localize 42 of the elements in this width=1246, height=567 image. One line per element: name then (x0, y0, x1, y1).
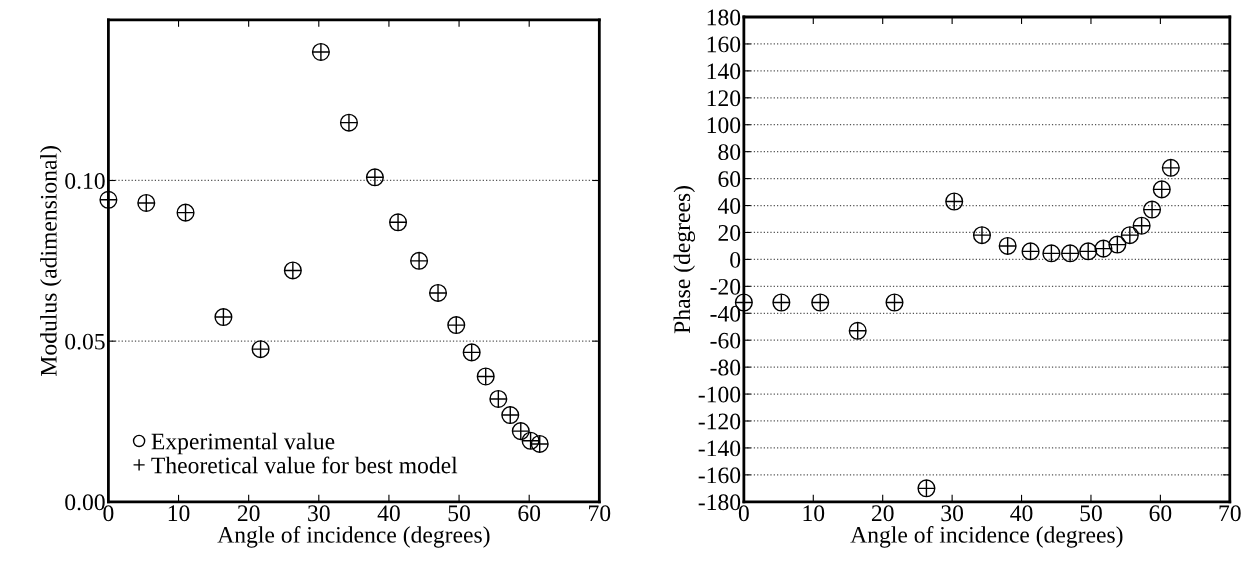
y-tick-label: -80 (710, 359, 741, 376)
x-axis-title: Angle of incidence (degrees) (850, 525, 1123, 548)
x-tick-label: 10 (168, 505, 190, 522)
y-tick-label: -160 (698, 467, 741, 484)
x-tick-label: 40 (377, 505, 400, 522)
x-tick-label: 50 (1080, 505, 1102, 522)
y-tick-label: 80 (718, 144, 741, 161)
y-tick-label: 120 (707, 90, 741, 107)
y-tick-label: -60 (710, 332, 741, 349)
x-tick-label: 60 (518, 505, 541, 522)
y-tick-label: 0 (730, 251, 741, 268)
y-tick-label: -40 (710, 305, 741, 322)
y-tick-label: -140 (698, 440, 741, 457)
y-axis-title: Modulus (adimensional) (40, 146, 62, 376)
y-tick-label: 0.10 (65, 172, 105, 190)
y-tick-label: 40 (717, 198, 741, 214)
x-axis-title: Angle of incidence (degrees) (217, 525, 490, 548)
legend-label: Theoretical value for best model (151, 456, 458, 474)
y-tick-label: 160 (707, 36, 741, 53)
y-tick-label: -100 (698, 386, 741, 403)
y-tick-label: 20 (718, 224, 741, 241)
y-axis-title: Phase (degrees) (673, 186, 696, 334)
y-tick-label: 140 (707, 63, 741, 80)
x-tick-label: 30 (308, 505, 330, 522)
y-tick-label: 60 (718, 171, 741, 188)
y-tick-label: 0.05 (65, 333, 105, 350)
y-tick-label: -120 (698, 413, 741, 430)
legend-label: Experimental value (151, 432, 335, 455)
x-tick-label: 10 (803, 505, 825, 522)
x-tick-label: 20 (237, 505, 260, 522)
y-tick-label: 180 (707, 9, 741, 26)
x-tick-label: 20 (871, 505, 894, 522)
y-tick-label: -20 (710, 278, 741, 295)
x-tick-label: 30 (941, 505, 964, 522)
x-tick-label: 70 (1219, 505, 1241, 522)
x-tick-label: 70 (589, 505, 611, 522)
x-tick-label: 60 (1149, 505, 1172, 522)
y-tick-label: 100 (707, 117, 741, 134)
x-tick-label: 50 (448, 505, 470, 522)
y-tick-label: -180 (698, 494, 741, 511)
x-tick-label: 40 (1010, 505, 1033, 522)
y-tick-label: 0.00 (65, 494, 105, 511)
